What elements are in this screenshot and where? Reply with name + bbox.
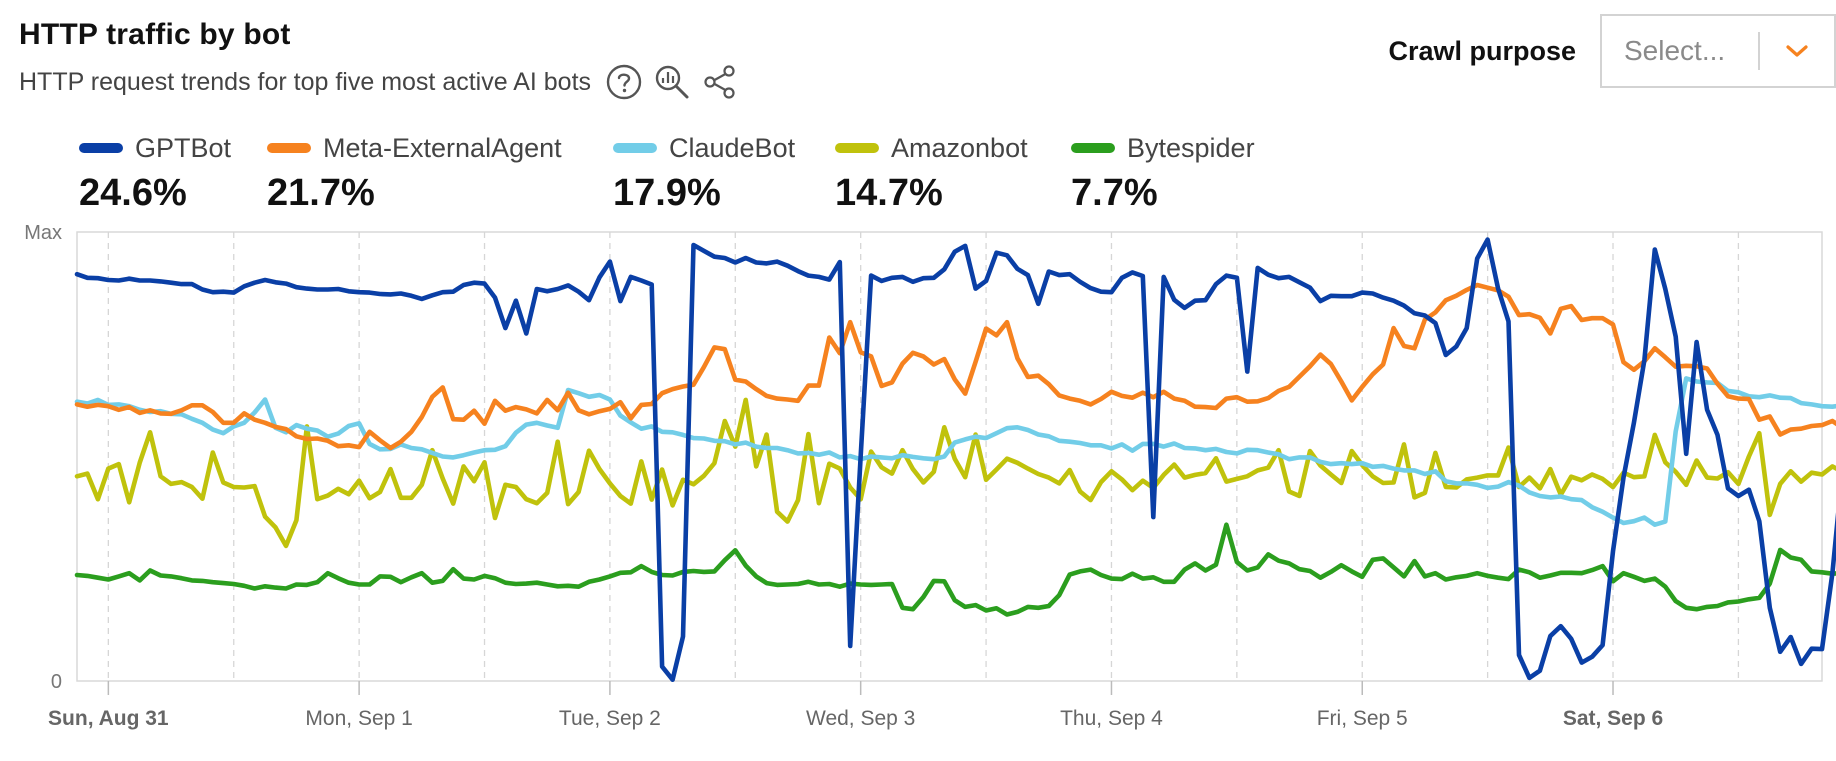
series-line-meta-externalagent: [74, 282, 1836, 451]
y-axis-min-label: 0: [51, 671, 62, 693]
x-tick-label: Sun, Aug 31: [48, 707, 169, 730]
legend-swatch-claudebot: [613, 143, 657, 153]
legend-label-gptbot: GPTBot: [135, 132, 232, 163]
chevron-down-icon[interactable]: [1760, 42, 1834, 60]
line-chart: Sun, Aug 31 Mon, Sep 1 Tue, Sep 2 Wed, Sep …: [0, 222, 1836, 761]
legend-label-claudebot: ClaudeBot: [669, 132, 796, 163]
legend-swatch-amazonbot: [835, 143, 879, 153]
legend-swatch-gptbot: [79, 143, 123, 153]
chart-svg: Sun, Aug 31 Mon, Sep 1 Tue, Sep 2 Wed, Sep …: [24, 222, 1836, 730]
page-subtitle: HTTP request trends for top five most ac…: [19, 67, 592, 96]
y-axis-max-label: Max: [24, 222, 62, 244]
select-placeholder: Select...: [1624, 35, 1726, 66]
legend-percent-bytespider: 7.7%: [1071, 172, 1158, 214]
chart-legend: GPTBot 24.6% Meta-ExternalAgent 21.7% Cl…: [0, 128, 1836, 218]
legend-percent-meta-externalagent: 21.7%: [267, 172, 375, 214]
legend-item-gptbot[interactable]: GPTBot 24.6%: [79, 128, 231, 215]
legend-item-amazonbot[interactable]: Amazonbot 14.7%: [835, 128, 1028, 215]
legend-swatch-bytespider: [1071, 143, 1115, 153]
legend-label-bytespider: Bytespider: [1127, 132, 1255, 163]
x-tick-label: Sat, Sep 6: [1563, 707, 1663, 730]
x-tick-label: Mon, Sep 1: [305, 707, 412, 730]
x-tick-label: Fri, Sep 5: [1317, 707, 1408, 730]
legend-percent-claudebot: 17.9%: [613, 172, 721, 214]
series-line-amazonbot: [74, 397, 1836, 549]
series-line-claudebot: [74, 376, 1836, 528]
select-divider: [1758, 32, 1760, 70]
share-icon[interactable]: [701, 63, 739, 101]
subtitle-row: HTTP request trends for top five most ac…: [19, 62, 739, 102]
legend-item-claudebot[interactable]: ClaudeBot 17.9%: [613, 128, 795, 215]
help-icon[interactable]: [605, 63, 643, 101]
explore-data-icon[interactable]: [653, 63, 691, 101]
legend-label-meta-externalagent: Meta-ExternalAgent: [323, 132, 562, 163]
legend-percent-amazonbot: 14.7%: [835, 172, 943, 214]
series-line-gptbot: [74, 237, 1836, 683]
x-tick-label: Wed, Sep 3: [806, 707, 915, 730]
crawl-purpose-label: Crawl purpose: [1388, 35, 1576, 66]
x-tick-label: Thu, Sep 4: [1060, 707, 1163, 730]
page-title: HTTP traffic by bot: [19, 18, 291, 51]
plot-frame: [76, 231, 1823, 682]
series-line-bytespider: [74, 522, 1836, 617]
x-tick-label: Tue, Sep 2: [559, 707, 661, 730]
legend-item-meta-externalagent[interactable]: Meta-ExternalAgent 21.7%: [267, 128, 562, 215]
crawl-purpose-filter: Crawl purpose Select...: [1388, 12, 1836, 90]
legend-item-bytespider[interactable]: Bytespider 7.7%: [1071, 128, 1255, 215]
legend-swatch-meta-externalagent: [267, 143, 311, 153]
crawl-purpose-select[interactable]: Select...: [1600, 14, 1836, 88]
legend-percent-gptbot: 24.6%: [79, 172, 187, 214]
legend-label-amazonbot: Amazonbot: [891, 132, 1028, 163]
